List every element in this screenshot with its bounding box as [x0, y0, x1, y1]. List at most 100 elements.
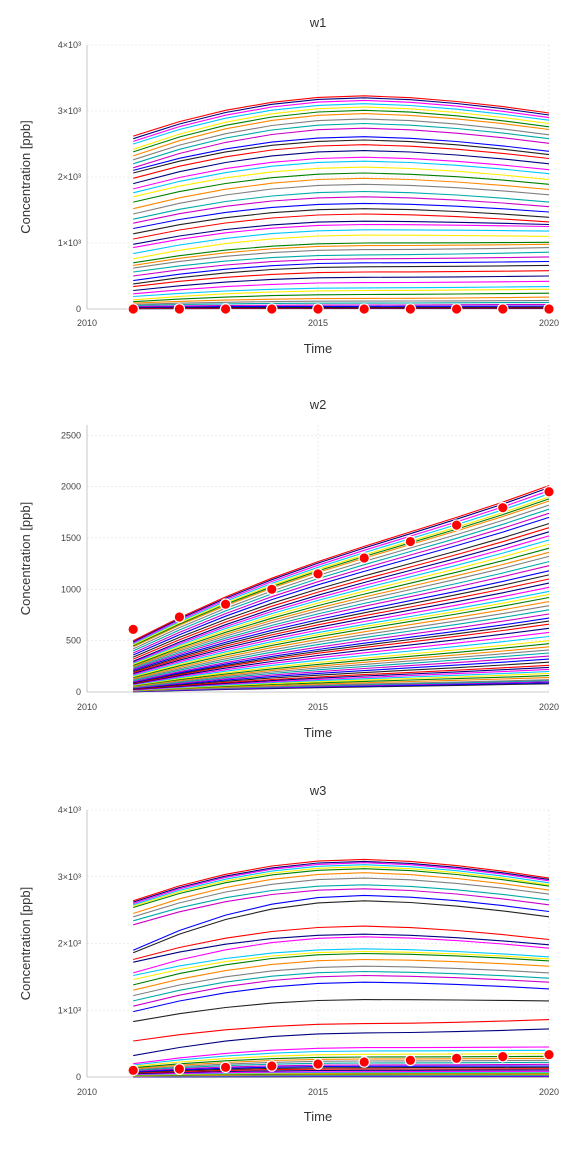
series-line [133, 1061, 550, 1071]
series-line [132, 527, 550, 660]
series-line [132, 508, 550, 652]
y-tick-label: 0 [76, 304, 81, 314]
observation-point [358, 552, 370, 564]
observation-point [543, 1048, 555, 1061]
series-line [132, 490, 550, 644]
series-line [133, 208, 550, 235]
series-line [133, 202, 550, 230]
observation-point [496, 1050, 509, 1063]
y-tick-label: 0 [76, 1072, 81, 1082]
series-line [133, 888, 550, 926]
series-line [133, 670, 550, 691]
y-axis-label: Concentration [ppb] [18, 120, 33, 233]
series-line [133, 631, 550, 685]
series-line [133, 1065, 550, 1073]
series-line [133, 301, 550, 306]
observation-point [358, 303, 370, 315]
series-line [133, 582, 550, 675]
observation-point [219, 1061, 232, 1074]
series-line [133, 280, 550, 295]
series-line [133, 950, 550, 981]
series-line [133, 590, 550, 677]
series-line [133, 1019, 550, 1042]
series-line [133, 981, 550, 1013]
chart-title: w2 [309, 397, 327, 412]
x-axis-label: Time [304, 725, 332, 740]
series-line [133, 241, 550, 264]
series-line [132, 516, 550, 656]
series-line [133, 296, 550, 304]
series-line [133, 925, 550, 961]
y-tick-label: 2500 [61, 430, 81, 440]
series-line [133, 109, 550, 153]
series-line [133, 862, 550, 905]
series-line [133, 95, 550, 137]
series-line [133, 1068, 550, 1074]
series-line [133, 858, 550, 902]
series-line [133, 286, 550, 298]
series-line [133, 136, 550, 171]
series-line [133, 172, 550, 203]
series-line [133, 643, 550, 687]
series-line [133, 551, 550, 667]
series-line [133, 586, 550, 676]
series-line [133, 270, 550, 288]
series-line [133, 627, 550, 685]
chart-panel-w3: 0 1×10³ 2×10³ 3×10³ 4×10³ 2010 2015 2020 w3 Time C… [18, 783, 559, 1124]
series-line [133, 605, 550, 681]
observation-point [173, 611, 186, 623]
series-line [133, 666, 550, 691]
x-tick-label: 2020 [539, 318, 559, 328]
series-line [133, 655, 550, 689]
observation-point [265, 1060, 278, 1072]
series-line [133, 1059, 550, 1071]
observation-point [543, 303, 555, 315]
series-line [133, 103, 550, 145]
series-line [132, 512, 550, 654]
series-line [133, 247, 550, 269]
series-line [133, 196, 550, 224]
series-line [133, 635, 550, 686]
observation-point [312, 1058, 324, 1070]
series-line [133, 1053, 550, 1067]
y-axis-label: Concentration [ppb] [18, 887, 33, 1000]
series-line [133, 150, 550, 185]
series-line [133, 933, 550, 963]
observation-point [450, 519, 463, 531]
series-line [133, 999, 550, 1023]
series-line [133, 574, 550, 673]
series-line [133, 860, 550, 903]
observation-point [404, 1054, 417, 1067]
series-line [133, 144, 550, 179]
series-line [133, 1069, 550, 1075]
observation-point [127, 623, 139, 636]
series-line [133, 555, 550, 668]
series-line [133, 1049, 550, 1066]
series-line [133, 306, 549, 309]
observation-point [219, 303, 232, 315]
series-line [133, 609, 550, 682]
x-tick-label: 2010 [77, 702, 97, 712]
y-axis-label: Concentration [ppb] [18, 502, 33, 615]
series-line [133, 1072, 549, 1076]
x-axis-label: Time [304, 1109, 332, 1124]
series-line [133, 1070, 550, 1075]
series-line [133, 596, 550, 679]
series-line [132, 504, 550, 650]
series-line [133, 679, 550, 692]
series-line [133, 965, 550, 997]
series-line [133, 868, 550, 909]
series-line [133, 970, 550, 1002]
series-line [133, 305, 550, 308]
series-line [132, 496, 550, 646]
series-line [133, 99, 550, 142]
series-line [133, 958, 550, 991]
series-line [132, 493, 550, 645]
series-line [133, 299, 550, 305]
series-line [133, 256, 550, 277]
series-line [133, 601, 550, 680]
series-line [133, 672, 550, 691]
observation-point [312, 303, 324, 315]
series-line [133, 190, 550, 220]
series-line [133, 160, 550, 194]
